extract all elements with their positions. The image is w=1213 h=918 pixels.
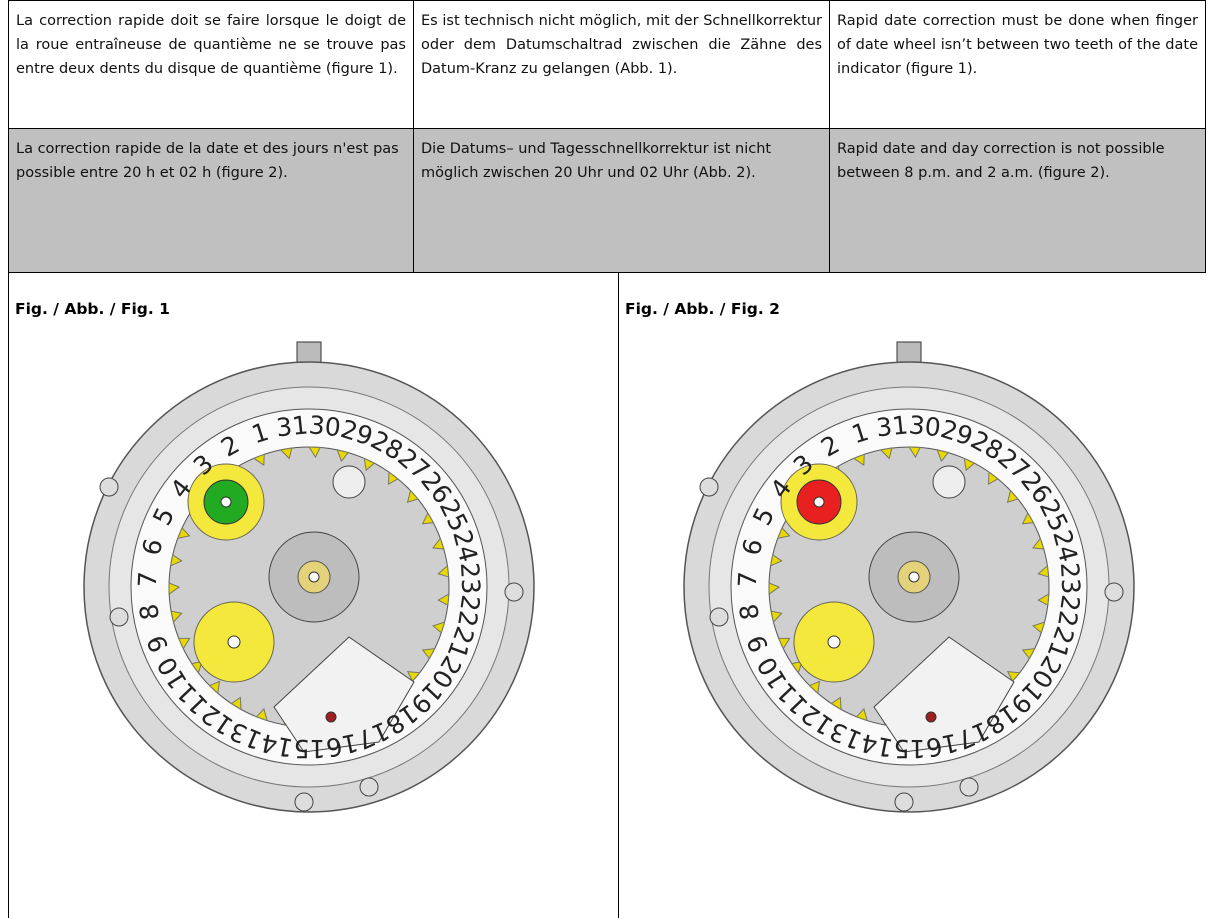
screw <box>100 478 118 496</box>
cell-de: Es ist technisch nicht möglich, mit der … <box>414 1 830 129</box>
date-number: 14 <box>259 728 296 763</box>
screw <box>700 478 718 496</box>
wheel-pivot <box>228 636 240 648</box>
date-number: 15 <box>294 734 326 763</box>
page: La correction rapide doit se faire lorsq… <box>0 0 1213 918</box>
instruction-table: La correction rapide doit se faire lorsq… <box>8 0 1206 273</box>
screw <box>710 608 728 626</box>
screw <box>1105 583 1123 601</box>
date-number: 15 <box>894 734 926 763</box>
movement-drawing: 1234567891011121314151617181920212223242… <box>619 325 1206 918</box>
screw <box>960 778 978 796</box>
screw <box>505 583 523 601</box>
cell-fr: La correction rapide de la date et des j… <box>9 129 414 273</box>
date-number: 23 <box>455 562 486 595</box>
screw <box>360 778 378 796</box>
cell-de: Die Datums– und Tagesschnellkorrektur is… <box>414 129 830 273</box>
figure-label: Fig. / Abb. / Fig. 2 <box>625 300 780 318</box>
date-number: 7 <box>133 571 163 588</box>
screw <box>110 608 128 626</box>
screw <box>895 793 913 811</box>
hairspring-center <box>309 572 319 582</box>
date-number: 30 <box>908 410 942 442</box>
star-wheel <box>933 466 965 498</box>
date-number: 30 <box>308 410 342 442</box>
wheel-pivot <box>814 497 824 507</box>
date-number: 22 <box>452 593 485 629</box>
date-number: 7 <box>733 571 763 588</box>
star-wheel <box>333 466 365 498</box>
screw <box>295 793 313 811</box>
cell-en: Rapid date correction must be done when … <box>830 1 1206 129</box>
date-number: 31 <box>875 410 910 442</box>
cell-fr: La correction rapide doit se faire lorsq… <box>9 1 414 129</box>
cell-en: Rapid date and day correction is not pos… <box>830 129 1206 273</box>
wheel-pivot <box>828 636 840 648</box>
jewel <box>926 712 936 722</box>
date-number: 14 <box>859 728 896 763</box>
date-number: 23 <box>1055 562 1086 595</box>
table-row: La correction rapide doit se faire lorsq… <box>9 1 1206 129</box>
date-number: 31 <box>275 410 310 442</box>
jewel <box>326 712 336 722</box>
date-number: 22 <box>1052 593 1085 629</box>
table-row: La correction rapide de la date et des j… <box>9 129 1206 273</box>
movement-drawing: 1234567891011121314151617181920212223242… <box>9 325 619 918</box>
hairspring-center <box>909 572 919 582</box>
figure-label: Fig. / Abb. / Fig. 1 <box>15 300 170 318</box>
wheel-pivot <box>221 497 231 507</box>
